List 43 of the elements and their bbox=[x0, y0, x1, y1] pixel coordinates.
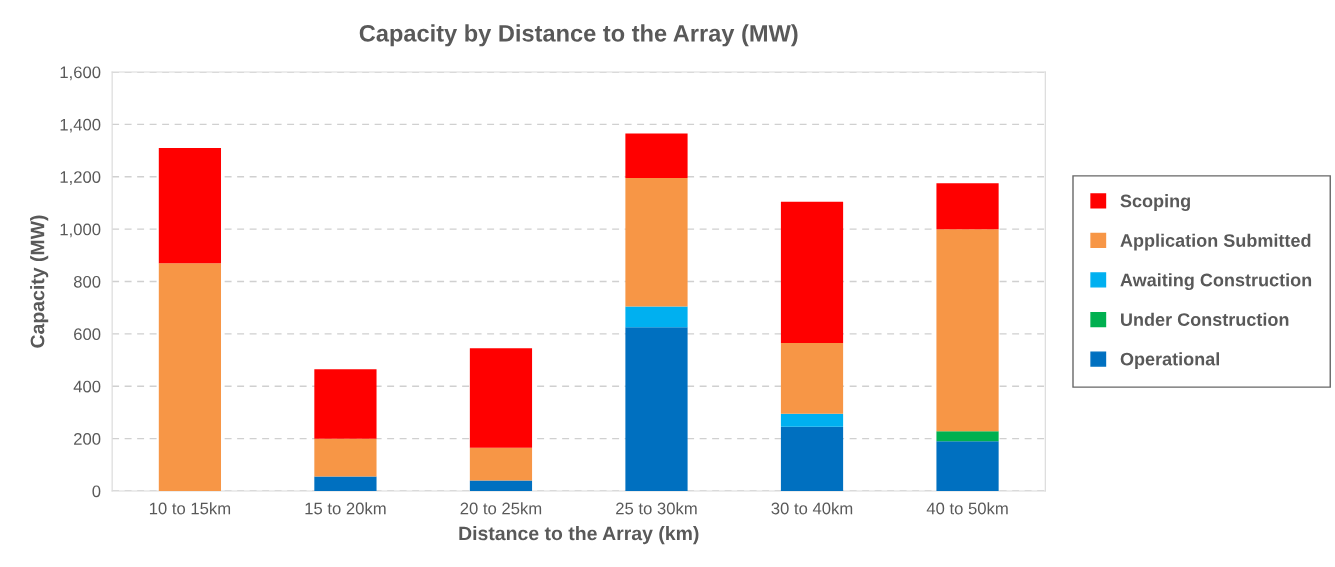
bar bbox=[780, 201, 844, 344]
y-tick-label: 1,200 bbox=[60, 171, 101, 185]
y-axis-title: Capacity (MW) bbox=[30, 215, 49, 348]
x-tick-label: 25 to 30km bbox=[616, 502, 697, 515]
bar bbox=[780, 413, 844, 427]
bar bbox=[625, 133, 688, 179]
legend-label: Awaiting Construction bbox=[1120, 273, 1312, 291]
legend-label: Operational bbox=[1120, 352, 1219, 370]
bar bbox=[780, 343, 844, 414]
chart-title: Capacity by Distance to the Array (MW) bbox=[359, 24, 798, 47]
y-tick-label: 1,600 bbox=[60, 66, 101, 81]
x-tick-label: 20 to 25km bbox=[460, 502, 542, 515]
y-tick-label: 200 bbox=[74, 433, 101, 445]
y-tick-label: 0 bbox=[92, 485, 101, 498]
bar bbox=[314, 476, 377, 492]
x-tick-label: 15 to 20km bbox=[305, 502, 386, 515]
bar bbox=[158, 263, 222, 492]
x-tick-label: 10 to 15km bbox=[149, 502, 231, 515]
y-tick-label: 600 bbox=[74, 328, 101, 341]
legend-label: Under Construction bbox=[1121, 312, 1289, 326]
x-tick-label: 40 to 50km bbox=[926, 502, 1008, 515]
bar bbox=[469, 447, 533, 481]
bar bbox=[158, 147, 222, 264]
legend-label: Scoping bbox=[1120, 194, 1190, 211]
bar bbox=[936, 183, 999, 230]
legend-label: Application Submitted bbox=[1120, 233, 1311, 251]
bar bbox=[469, 480, 533, 492]
bar bbox=[469, 348, 533, 448]
bar bbox=[625, 327, 688, 492]
bar bbox=[625, 306, 688, 328]
bar bbox=[314, 369, 377, 439]
x-axis-title: Distance to the Array (km) bbox=[459, 526, 699, 545]
bar bbox=[780, 426, 844, 492]
y-tick-label: 400 bbox=[73, 380, 101, 393]
y-tick-label: 1,400 bbox=[60, 118, 101, 133]
x-tick-label: 30 to 40km bbox=[771, 502, 853, 515]
bar bbox=[936, 229, 999, 432]
y-tick-label: 800 bbox=[73, 275, 101, 288]
y-tick-label: 1,000 bbox=[60, 223, 101, 238]
bar bbox=[625, 178, 688, 307]
bar bbox=[314, 438, 377, 477]
bar bbox=[936, 431, 999, 442]
bar bbox=[936, 441, 999, 492]
